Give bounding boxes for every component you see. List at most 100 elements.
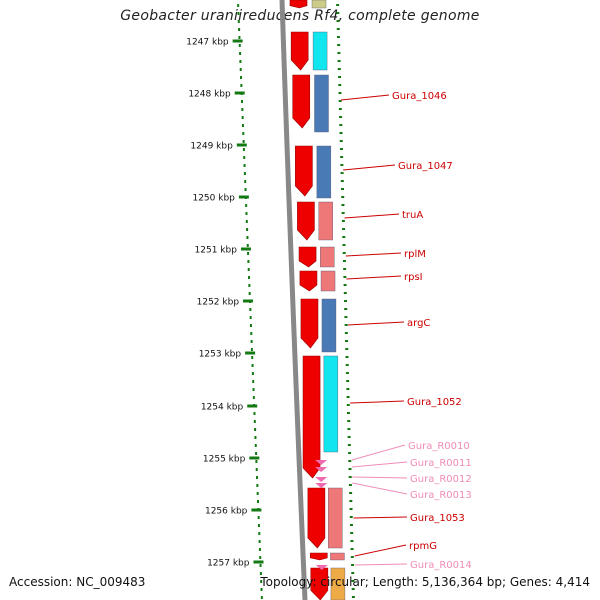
track-dot bbox=[345, 340, 349, 342]
track-dot bbox=[349, 516, 353, 518]
cds-arrow[interactable] bbox=[298, 246, 317, 268]
cds-arrow[interactable] bbox=[309, 552, 328, 561]
scale-dot bbox=[245, 204, 248, 207]
cds-arrow[interactable] bbox=[307, 487, 326, 549]
gene-label[interactable]: Gura_1053 bbox=[410, 513, 465, 524]
gene-label[interactable]: Gura_R0012 bbox=[410, 474, 472, 485]
track-dot bbox=[344, 332, 348, 334]
scale-tick bbox=[245, 351, 256, 355]
track-dot bbox=[343, 268, 347, 270]
rna-feature[interactable] bbox=[315, 467, 328, 472]
track-dot bbox=[342, 260, 346, 262]
scale-tick-label: 1249 kbp bbox=[190, 142, 233, 152]
gene-leader-line bbox=[351, 461, 408, 468]
track-dot bbox=[337, 52, 341, 54]
cog-bar[interactable] bbox=[320, 270, 336, 292]
cds-arrow[interactable] bbox=[310, 567, 329, 600]
gene-label[interactable]: rpsI bbox=[404, 272, 423, 283]
scale-dot bbox=[250, 340, 253, 343]
cog-bar[interactable] bbox=[328, 487, 343, 549]
track-dot bbox=[340, 172, 344, 174]
cog-bar[interactable] bbox=[316, 145, 332, 199]
gene-label[interactable]: Gura_R0011 bbox=[410, 458, 472, 469]
gene-leader-line bbox=[346, 275, 402, 280]
gene-label[interactable]: Gura_R0010 bbox=[408, 441, 470, 452]
scale-dot bbox=[240, 84, 243, 87]
scale-dot bbox=[237, 12, 240, 15]
track-dot bbox=[346, 380, 350, 382]
gene-label[interactable]: Gura_R0014 bbox=[410, 560, 472, 571]
scale-dot bbox=[258, 548, 261, 551]
cds-arrow[interactable] bbox=[297, 201, 315, 241]
scale-dot bbox=[254, 444, 257, 447]
scale-dot bbox=[243, 164, 246, 167]
gene-label[interactable]: Gura_1047 bbox=[398, 161, 453, 172]
track-dot bbox=[349, 508, 353, 510]
scale-dot bbox=[250, 348, 253, 351]
cog-bar[interactable] bbox=[323, 355, 339, 453]
track-dot bbox=[347, 420, 351, 422]
rna-feature[interactable] bbox=[315, 460, 328, 465]
track-dot bbox=[349, 524, 353, 526]
gene-leader-line bbox=[344, 213, 400, 219]
scale-dot bbox=[246, 236, 249, 239]
gene-leader-line bbox=[350, 400, 405, 404]
scale-tick bbox=[253, 560, 264, 564]
gene-leader-line bbox=[343, 164, 396, 171]
cog-bar[interactable] bbox=[330, 552, 345, 561]
rna-feature[interactable] bbox=[315, 565, 328, 570]
track-dot bbox=[345, 364, 349, 366]
gene-leader-line bbox=[354, 544, 407, 557]
cds-arrow[interactable] bbox=[290, 31, 309, 71]
cog-bar[interactable] bbox=[321, 298, 337, 353]
cog-bar[interactable] bbox=[320, 246, 335, 268]
cds-arrow[interactable] bbox=[289, 0, 308, 9]
track-dot bbox=[350, 556, 354, 558]
scale-dot bbox=[256, 484, 259, 487]
track-dot bbox=[345, 372, 349, 374]
scale-dot bbox=[247, 252, 250, 255]
cds-arrow[interactable] bbox=[292, 74, 311, 129]
scale-dot bbox=[246, 244, 249, 247]
scale-dot bbox=[238, 36, 241, 39]
scale-dot bbox=[255, 452, 258, 455]
scale-dot bbox=[239, 52, 242, 55]
genome-backbone bbox=[279, 0, 308, 600]
gene-leader-line bbox=[354, 563, 408, 566]
cog-bar[interactable] bbox=[312, 31, 328, 71]
cds-arrow[interactable] bbox=[302, 355, 321, 479]
gene-label[interactable]: argC bbox=[407, 318, 430, 329]
rna-feature[interactable] bbox=[315, 477, 328, 482]
scale-dot bbox=[256, 476, 259, 479]
scale-dot bbox=[250, 332, 253, 335]
gene-label[interactable]: rplM bbox=[404, 249, 426, 260]
track-dot bbox=[347, 444, 351, 446]
gene-label[interactable]: Gura_1046 bbox=[392, 91, 447, 102]
scale-dot bbox=[249, 324, 252, 327]
track-dot bbox=[351, 572, 355, 574]
scale-dot bbox=[259, 564, 262, 567]
scale-dot bbox=[243, 156, 246, 159]
cds-arrow[interactable] bbox=[299, 270, 318, 292]
scale-dot bbox=[248, 276, 251, 279]
scale-dot bbox=[241, 124, 244, 127]
track-dot bbox=[341, 188, 345, 190]
cds-arrow[interactable] bbox=[300, 298, 319, 349]
gene-label[interactable]: Gura_1052 bbox=[407, 397, 462, 408]
track-dot bbox=[338, 76, 342, 78]
gene-label[interactable]: Gura_R0013 bbox=[410, 490, 472, 501]
rna-feature[interactable] bbox=[315, 483, 328, 488]
scale-dot bbox=[252, 380, 255, 383]
scale-dot bbox=[238, 44, 241, 47]
cog-bar[interactable] bbox=[330, 567, 346, 600]
gene-label[interactable]: truA bbox=[402, 210, 423, 221]
track-dot bbox=[342, 228, 346, 230]
cog-bar[interactable] bbox=[314, 74, 329, 133]
cog-bar[interactable] bbox=[311, 0, 327, 9]
scale-dot bbox=[237, 4, 240, 7]
cog-bar[interactable] bbox=[318, 201, 333, 241]
scale-dot bbox=[248, 284, 251, 287]
gene-label[interactable]: rpmG bbox=[409, 541, 437, 552]
cds-arrow[interactable] bbox=[295, 145, 313, 197]
